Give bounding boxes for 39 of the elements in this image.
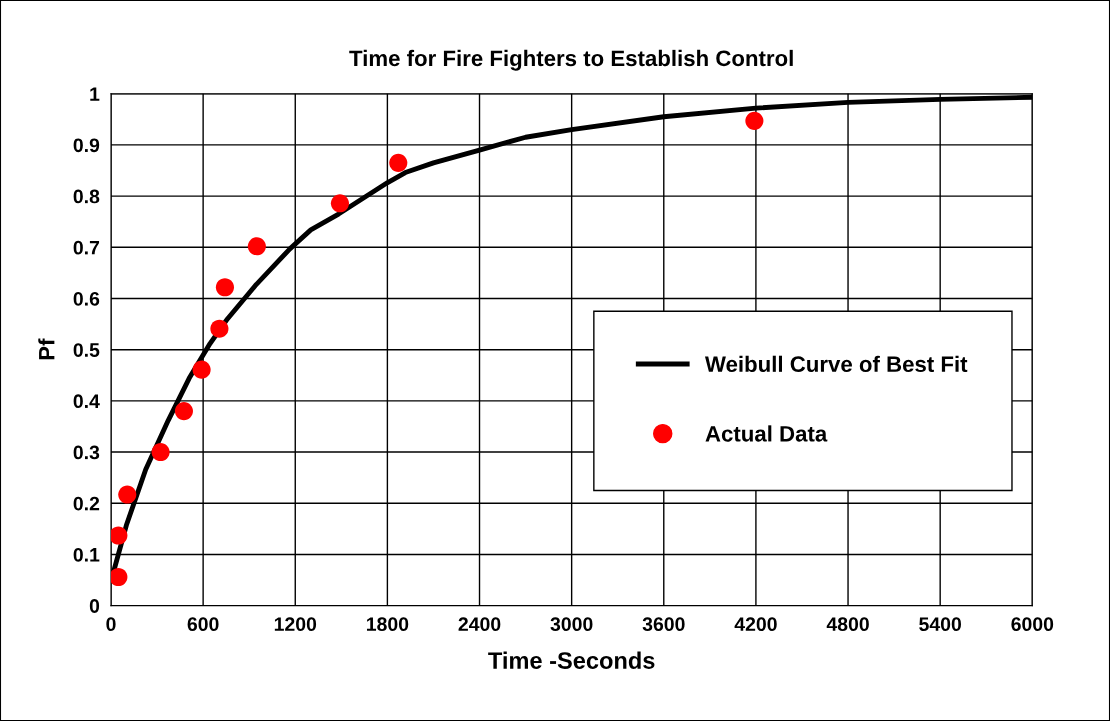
y-tick-label: 1 (90, 87, 100, 101)
legend-label: Weibull Curve of Best Fit (704, 355, 968, 373)
point (111, 567, 128, 587)
x-axis-title: Time -Seconds (488, 651, 655, 669)
y-tick-label: 0.8 (73, 189, 100, 204)
x-tick-label: 3600 (642, 617, 685, 632)
x-tick-label: 6000 (1011, 617, 1054, 632)
x-tick-label: 5400 (919, 617, 961, 632)
point (247, 237, 266, 256)
y-tick-label: 0.7 (73, 240, 100, 255)
point (118, 485, 137, 504)
y-tick-label: 0.9 (73, 138, 100, 153)
x-tick-label: 2400 (458, 617, 501, 632)
x-tick-label: 1200 (274, 617, 317, 632)
x-tick-label: 4200 (734, 617, 777, 632)
y-axis-title: Pf (38, 338, 55, 360)
y-tick-label: 0.5 (73, 343, 100, 357)
point (745, 111, 764, 130)
y-tick-label: 0.2 (73, 496, 100, 511)
y-tick-label: 0.1 (73, 547, 100, 562)
chart-title: Time for Fire Fighters to Establish Control (349, 49, 793, 71)
y-tick-label: 0 (89, 599, 100, 613)
y-tick-label: 0.4 (73, 394, 100, 409)
x-tick-label: 0 (106, 617, 116, 632)
point (389, 153, 408, 172)
y-tick-label: 0.6 (73, 291, 100, 306)
point (215, 278, 234, 297)
point (330, 194, 349, 213)
x-tick-label: 3000 (550, 617, 593, 632)
y-tick-label: 0.3 (73, 445, 100, 460)
point (210, 319, 229, 338)
x-tick-label: 1800 (366, 617, 409, 632)
x-tick-label: 600 (187, 617, 219, 632)
point (174, 402, 193, 421)
point (151, 443, 170, 462)
point (111, 526, 128, 545)
legend-label: Actual Data (705, 425, 828, 442)
x-tick-label: 4800 (826, 617, 869, 632)
point (192, 360, 211, 379)
